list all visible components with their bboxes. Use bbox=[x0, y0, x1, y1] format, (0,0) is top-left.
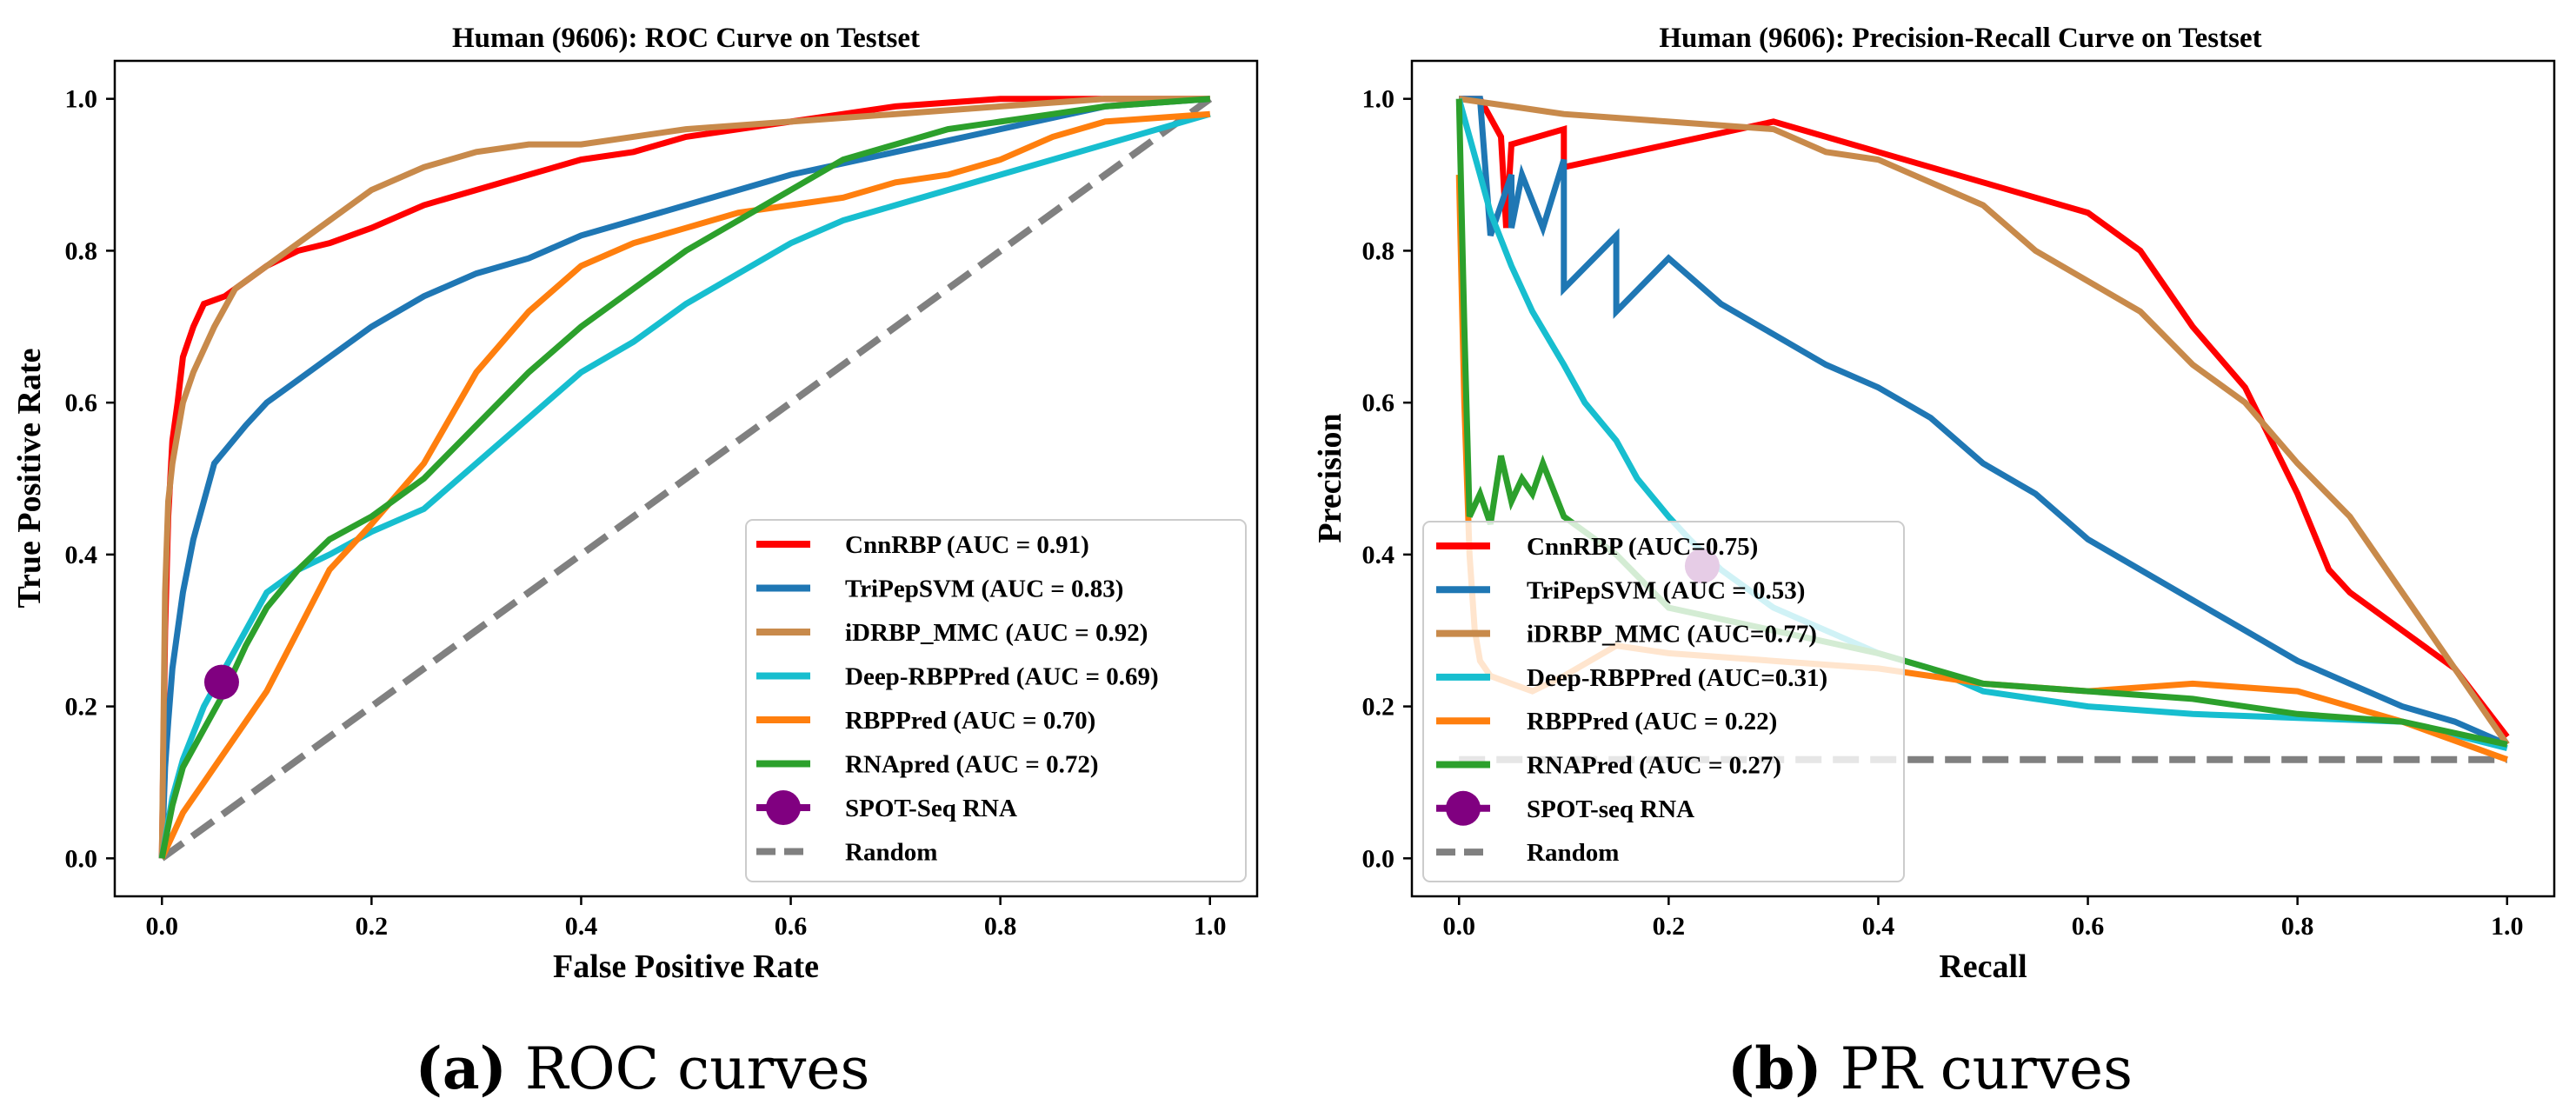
roc-legend-deep-rbppred-label: Deep-RBPPred (AUC = 0.69) bbox=[845, 663, 1159, 691]
pr-legend-idrbp-mmc-label: iDRBP_MMC (AUC=0.77) bbox=[1527, 621, 1817, 649]
roc-xtick-label: 0.2 bbox=[356, 912, 389, 941]
roc-curves bbox=[158, 96, 1213, 862]
roc-xtick-label: 0.8 bbox=[984, 912, 1017, 941]
pr-caption-letter: (b) bbox=[1727, 1035, 1822, 1102]
roc-ytick-label: 1.0 bbox=[65, 85, 98, 114]
pr-xtick-label: 0.0 bbox=[1442, 912, 1475, 941]
roc-ytick-label: 0.2 bbox=[65, 693, 98, 722]
roc-ytick-label: 0.8 bbox=[65, 236, 98, 265]
pr-legend-tripepsvm-label: TriPepSVM (AUC = 0.53) bbox=[1527, 576, 1805, 604]
pr-legend-rbppred-label: RBPPred (AUC = 0.22) bbox=[1527, 708, 1777, 735]
roc-legend-rnapred-label: RNApred (AUC = 0.72) bbox=[845, 751, 1098, 779]
roc-ylabel: True Positive Rate bbox=[11, 349, 48, 609]
roc-title: Human (9606): ROC Curve on Testset bbox=[452, 23, 920, 54]
roc-series-rbppred bbox=[159, 110, 1211, 860]
pr-series-rnapred bbox=[1455, 98, 2508, 748]
roc-caption-letter: (a) bbox=[416, 1035, 507, 1102]
roc-legend-tripepsvm-label: TriPepSVM (AUC = 0.83) bbox=[845, 576, 1123, 603]
pr-xlabel: Recall bbox=[1939, 948, 2027, 985]
pr-legend-random-label: Random bbox=[1527, 839, 1619, 867]
roc-xtick-label: 0.0 bbox=[145, 912, 178, 941]
pr-xtick-label: 0.4 bbox=[1862, 912, 1895, 941]
pr-xtick-label: 1.0 bbox=[2491, 912, 2524, 941]
pr-axes-frame bbox=[1410, 59, 2556, 898]
pr-caption: (b) PR curves bbox=[1727, 1035, 2133, 1102]
pr-ytick-label: 0.8 bbox=[1362, 236, 1395, 265]
roc-xtick-label: 0.6 bbox=[775, 912, 808, 941]
pr-xtick-label: 0.2 bbox=[1653, 912, 1686, 941]
roc-legend-rbppred-label: RBPPred (AUC = 0.70) bbox=[845, 707, 1095, 735]
pr-xtick-label: 0.8 bbox=[2281, 912, 2314, 941]
pr-ytick-label: 0.4 bbox=[1362, 541, 1395, 569]
roc-legend-frame bbox=[745, 519, 1247, 882]
roc-legend-cnnrbp-label: CnnRBP (AUC = 0.91) bbox=[845, 531, 1089, 559]
pr-legend-cnnrbp-label: CnnRBP (AUC=0.75) bbox=[1527, 533, 1758, 561]
pr-series-idrbp-mmc bbox=[1458, 96, 2510, 747]
roc-marker-spot-seq bbox=[203, 664, 239, 700]
roc-legend: CnnRBP (AUC = 0.91) TriPepSVM (AUC = 0.83… bbox=[745, 519, 1247, 882]
roc-legend-spot-seq-rna-marker bbox=[766, 790, 801, 825]
roc-ytick-label: 0.6 bbox=[65, 389, 98, 417]
pr-ytick-label: 0.6 bbox=[1362, 389, 1395, 417]
pr-ytick-label: 1.0 bbox=[1362, 85, 1395, 114]
pr-ticks: 0.0 0.2 0.4 0.6 0.8 1.0 0.0 0.2 0.4 0.6 0.8 1.0 bbox=[1362, 85, 2524, 941]
roc-xtick-label: 0.4 bbox=[565, 912, 598, 941]
roc-ytick-label: 0.0 bbox=[65, 844, 98, 873]
pr-legend: CnnRBP (AUC=0.75) TriPepSVM (AUC = 0.53) i… bbox=[1422, 521, 1905, 882]
pr-legend-spot-seq-rna-marker bbox=[1446, 790, 1481, 826]
pr-caption-text: PR curves bbox=[1822, 1035, 2133, 1102]
roc-ytick-label: 0.4 bbox=[65, 541, 98, 569]
roc-series-idrbp-mmc bbox=[158, 96, 1210, 859]
roc-axes-frame bbox=[113, 59, 1259, 898]
pr-legend-spot-seq-rna-label: SPOT-seq RNA bbox=[1527, 795, 1694, 823]
pr-legend-deep-rbppred-label: Deep-RBPPred (AUC=0.31) bbox=[1527, 664, 1827, 692]
pr-title: Human (9606): Precision-Recall Curve on … bbox=[1659, 23, 2261, 54]
pr-series-tripepsvm bbox=[1459, 96, 2509, 748]
roc-series-tripepsvm bbox=[158, 96, 1211, 859]
pr-ytick-label: 0.0 bbox=[1362, 844, 1395, 873]
roc-caption: (a) ROC curves bbox=[416, 1035, 870, 1102]
roc-xlabel: False Positive Rate bbox=[553, 948, 819, 985]
roc-series-cnnrbp bbox=[158, 96, 1210, 859]
roc-legend-random-label: Random bbox=[845, 839, 937, 867]
roc-legend-idrbp-mmc-label: iDRBP_MMC (AUC = 0.92) bbox=[845, 619, 1148, 647]
roc-caption-text: ROC curves bbox=[507, 1035, 870, 1102]
pr-legend-frame bbox=[1422, 521, 1905, 882]
roc-xtick-label: 1.0 bbox=[1194, 912, 1227, 941]
pr-legend-rnapred-label: RNAPred (AUC = 0.27) bbox=[1527, 752, 1781, 780]
roc-legend-spot-seq-rna-label: SPOT-Seq RNA bbox=[845, 795, 1017, 822]
roc-series-random bbox=[159, 96, 1213, 862]
roc-panel: Human (9606): ROC Curve on Testset 0.0 0.… bbox=[11, 23, 1259, 1102]
pr-ylabel: Precision bbox=[1312, 413, 1348, 542]
pr-ytick-label: 0.2 bbox=[1362, 693, 1395, 722]
pr-panel: Human (9606): Precision-Recall Curve on … bbox=[1312, 23, 2556, 1102]
pr-xtick-label: 0.6 bbox=[2072, 912, 2105, 941]
roc-ticks: 0.0 0.2 0.4 0.6 0.8 1.0 0.0 0.2 0.4 0.6 0.8 1.0 bbox=[65, 85, 1227, 941]
